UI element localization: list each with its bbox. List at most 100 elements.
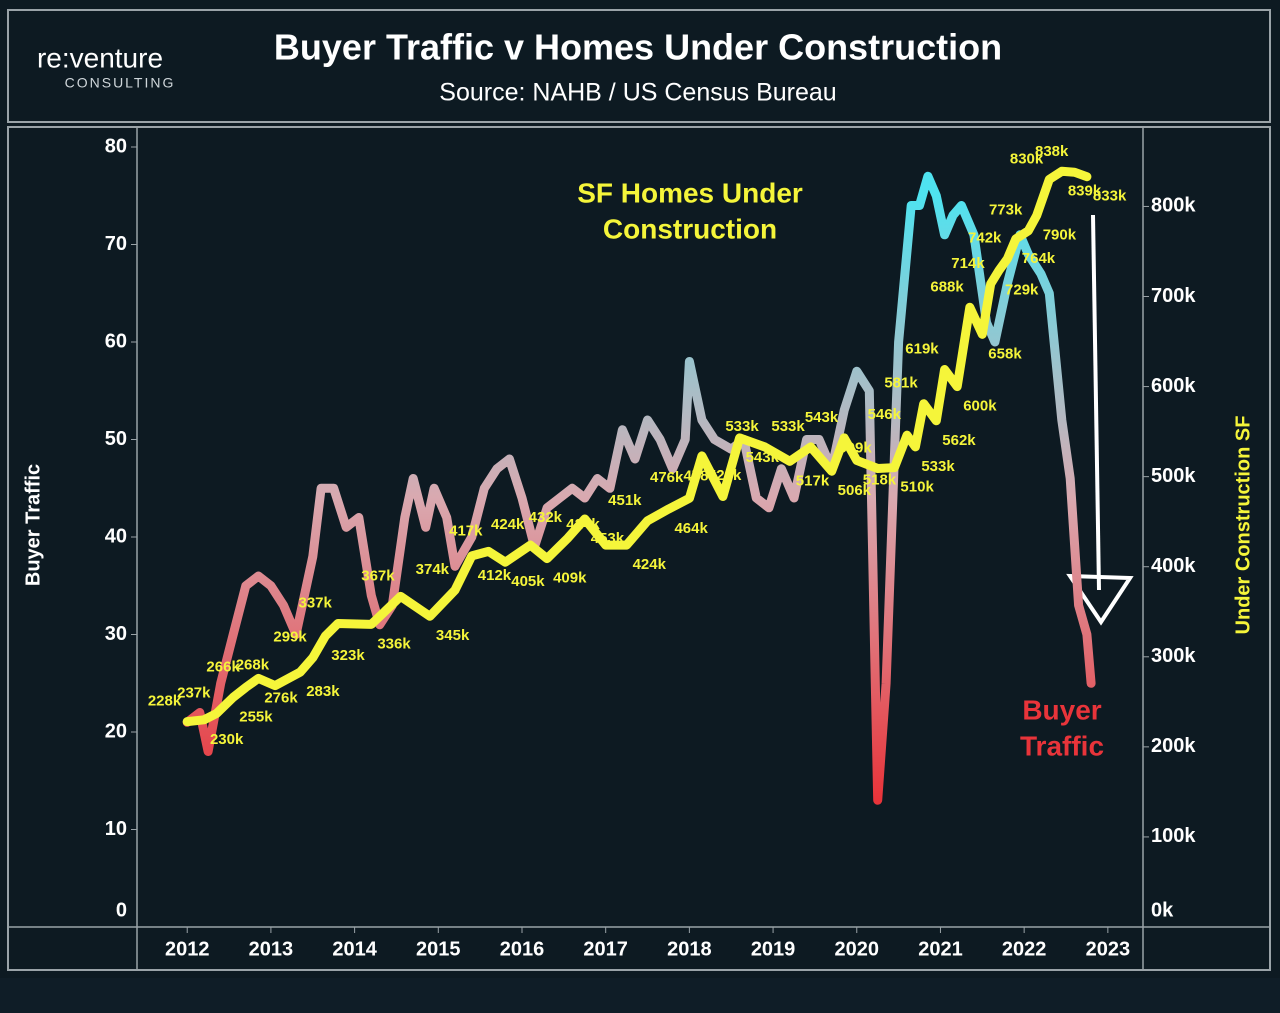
y-tick-label: 0 <box>116 899 127 921</box>
series-line <box>182 166 1092 727</box>
logo-sub: CONSULTING <box>65 75 176 91</box>
data-label: 509k <box>838 440 872 457</box>
y-tick-label: 80 <box>105 135 127 157</box>
data-label: 268k <box>236 657 270 674</box>
data-label: 276k <box>264 689 298 706</box>
y2-tick-label: 100k <box>1151 825 1196 847</box>
chart-title: Buyer Traffic v Homes Under Construction <box>274 27 1002 68</box>
data-label: 506k <box>838 482 872 499</box>
y-axis-label: Buyer Traffic <box>22 464 44 586</box>
y-tick-label: 20 <box>105 720 127 742</box>
data-label: 367k <box>361 567 395 584</box>
data-label: 533k <box>771 418 805 435</box>
y-tick-label: 50 <box>105 428 127 450</box>
background <box>0 0 1280 978</box>
data-label: 283k <box>306 683 340 700</box>
data-label: 518k <box>863 471 897 488</box>
data-label: 478k <box>683 467 717 484</box>
data-label: 533k <box>725 418 759 435</box>
y2-tick-label: 400k <box>1151 555 1196 577</box>
x-tick-label: 2017 <box>583 938 628 960</box>
data-label: 336k <box>377 635 411 652</box>
annotation: Buyer <box>1022 694 1101 725</box>
arrow-head <box>1066 573 1134 626</box>
y2-tick-label: 300k <box>1151 645 1196 667</box>
y-tick-label: 30 <box>105 623 127 645</box>
data-label: 546k <box>868 406 902 423</box>
data-label: 337k <box>298 594 332 611</box>
data-label: 658k <box>988 345 1022 362</box>
data-label: 688k <box>930 278 964 295</box>
data-label: 764k <box>1022 250 1056 267</box>
data-label: 773k <box>989 202 1023 219</box>
x-tick-label: 2021 <box>918 938 963 960</box>
data-label: 838k <box>1035 143 1069 160</box>
data-label: 237k <box>177 685 211 702</box>
data-label: 323k <box>331 647 365 664</box>
chart-subtitle: Source: NAHB / US Census Bureau <box>439 79 836 107</box>
data-label: 543k <box>746 449 780 466</box>
data-label: 345k <box>436 627 470 644</box>
data-label: 839k <box>1068 182 1102 199</box>
x-tick-label: 2014 <box>332 938 377 960</box>
data-label: 464k <box>674 520 708 537</box>
data-label: 424k <box>491 516 525 533</box>
header-frame <box>7 9 1271 123</box>
data-label: 299k <box>273 629 307 646</box>
annotation: Construction <box>603 213 777 244</box>
y2-tick-label: 0k <box>1151 899 1174 921</box>
annotation: Traffic <box>1020 730 1104 761</box>
x-tick-label: 2019 <box>751 938 796 960</box>
data-label: 517k <box>796 472 830 489</box>
data-label: 523k <box>708 467 742 484</box>
data-label: 729k <box>1005 281 1039 298</box>
y2-tick-label: 800k <box>1151 195 1196 217</box>
data-label: 451k <box>608 492 642 509</box>
data-label: 476k <box>650 469 684 486</box>
series-line <box>182 171 1096 805</box>
data-label: 432k <box>529 509 563 526</box>
data-label: 405k <box>511 573 545 590</box>
x-tick-label: 2016 <box>500 938 545 960</box>
arrow-shaft <box>1091 214 1101 591</box>
logo: re:venture <box>37 42 163 73</box>
data-label: 543k <box>805 409 839 426</box>
data-label: 510k <box>900 479 934 496</box>
annotation: SF Homes Under <box>577 177 803 208</box>
data-label: 424k <box>566 516 600 533</box>
data-label: 424k <box>633 556 667 573</box>
x-tick-label: 2013 <box>249 938 294 960</box>
data-label: 230k <box>210 731 244 748</box>
data-label: 417k <box>449 522 483 539</box>
data-label: 714k <box>951 255 985 272</box>
data-label: 830k <box>1010 150 1044 167</box>
data-label: 619k <box>905 340 939 357</box>
data-label: 255k <box>239 708 273 725</box>
y-tick-label: 10 <box>105 818 127 840</box>
data-label: 562k <box>942 432 976 449</box>
y-tick-label: 40 <box>105 525 127 547</box>
x-tick-label: 2012 <box>165 938 210 960</box>
y2-axis-label: Under Construction SF <box>1232 416 1254 635</box>
y2-tick-label: 500k <box>1151 465 1196 487</box>
x-tick-label: 2018 <box>667 938 712 960</box>
data-label: 374k <box>416 561 450 578</box>
chart-frame <box>7 126 1271 971</box>
x-tick-label: 2020 <box>835 938 880 960</box>
data-label: 453k <box>591 530 625 547</box>
x-tick-label: 2015 <box>416 938 461 960</box>
data-label: 833k <box>1093 188 1127 205</box>
y-tick-label: 60 <box>105 330 127 352</box>
data-label: 228k <box>148 693 182 710</box>
data-label: 409k <box>553 570 587 587</box>
data-label: 412k <box>478 567 512 584</box>
data-label: 790k <box>1043 226 1077 243</box>
data-label: 266k <box>206 658 240 675</box>
data-label: 533k <box>921 458 955 475</box>
x-tick-label: 2022 <box>1002 938 1047 960</box>
y2-tick-label: 200k <box>1151 735 1196 757</box>
data-label: 742k <box>968 230 1002 247</box>
y-tick-label: 70 <box>105 233 127 255</box>
